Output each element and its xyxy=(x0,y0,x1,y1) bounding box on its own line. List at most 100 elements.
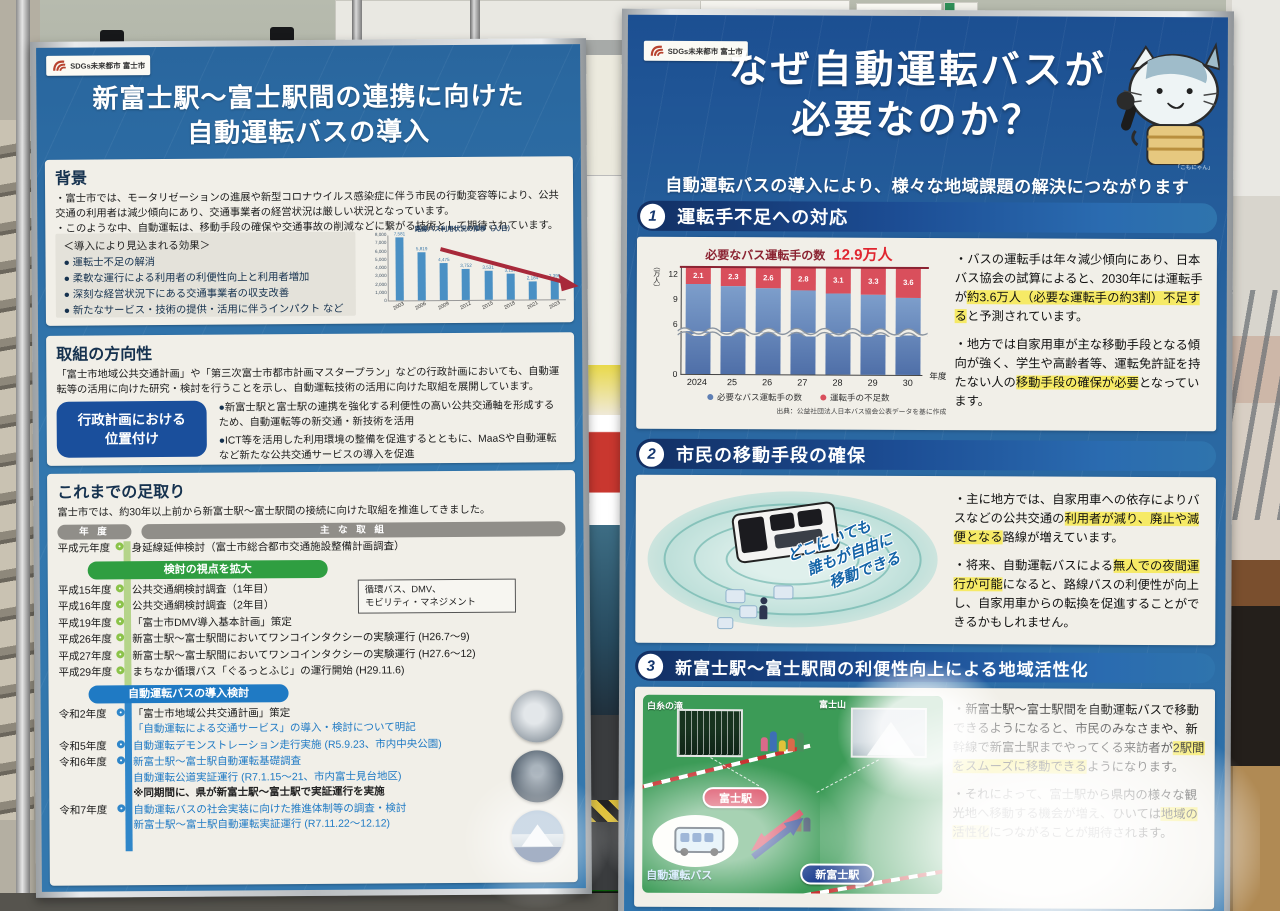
direction-card: 取組の方向性 「富士市地域公共交通計画」や「第三次富士市都市計画マスタープラン」… xyxy=(46,332,575,466)
drivers-segment xyxy=(685,284,711,375)
chart-bars: 7,581 5,819 4,475 3,752 3,531 3,127 2,184 2,396 xyxy=(388,232,565,301)
shiraito-falls-photo xyxy=(676,708,743,758)
timeline-node xyxy=(116,707,125,716)
timeline-node xyxy=(116,616,125,625)
timeline-entry-line: 「富士市DMV導入基本計画」策定 xyxy=(132,615,292,629)
chart-title: 必要なバス運転手の数 12.9万人 xyxy=(651,243,947,265)
bar-column: 3,531 xyxy=(482,265,494,300)
floating-screen-icon xyxy=(739,605,758,619)
shin-fuji-station-label: 新富士駅 xyxy=(815,869,860,882)
bullet: ・バスの運転手は年々減少傾向にあり、日本バス協会の試算によると、2030年には運… xyxy=(954,250,1207,327)
timeline-entry: 「富士市DMV導入基本計画」策定 xyxy=(132,613,566,632)
drivers-segment xyxy=(790,290,816,375)
chart-title-label: 必要なバス運転手の数 xyxy=(705,248,826,263)
stacked-bar-column: 3.3 xyxy=(860,267,886,375)
section1-banner: 1 運転手不足への対応 xyxy=(637,200,1218,234)
x-axis-labels: 2003 2006 2009 2012 2015 2018 2021 2023 xyxy=(388,299,566,312)
direction-heading: 取組の方向性 xyxy=(56,346,153,364)
sdgs-swirl-icon xyxy=(650,45,664,57)
y-axis-unit: （万人） xyxy=(652,262,660,291)
section2-title: 市民の移動手段の確保 xyxy=(676,444,867,466)
left-poster: SDGs未来都市 富士市 新富士駅～富士駅間の連携に向けた 自動運転バスの導入 … xyxy=(30,38,592,898)
column-year: 年 度 xyxy=(57,524,132,540)
note-line2: モビリティ・マネジメント xyxy=(364,596,476,608)
x-axis-tick: 27 xyxy=(797,377,808,388)
timeline-node xyxy=(116,739,125,748)
y-axis-tick: 7,000 xyxy=(374,240,387,246)
y-axis-tick: 8,000 xyxy=(374,231,387,238)
section3-card: 白糸の滝 富士山 富士駅 新富士駅 xyxy=(634,686,1216,910)
timeline-entry-line: まちなか循環バス「ぐるっとふじ」の運行開始 (H29.11.6) xyxy=(132,664,405,679)
x-axis-tick: 2023 xyxy=(548,299,562,311)
timeline-year: 平成19年度 xyxy=(58,616,112,630)
bullet-text: ・将来、自動運転バスによる xyxy=(953,558,1114,573)
timeline-entry-line: ※同期間に、県が新富士駅～富士駅で実証運行を実施 xyxy=(133,785,385,800)
section1-card: 必要なバス運転手の数 12.9万人 （万人） 0 6 9 12 2.1 2.3 2.6 2.8 3.1… xyxy=(636,236,1218,432)
section2-banner: 2 市民の移動手段の確保 xyxy=(635,438,1217,472)
timeline-node xyxy=(116,666,125,675)
bus-icon xyxy=(674,826,725,857)
history-heading: これまでの足取り xyxy=(57,483,186,502)
timeline-node xyxy=(116,633,125,642)
x-axis-tick: 2024 xyxy=(686,376,707,388)
bullet: ・それによって、富士駅から県内の様々な観光地へ移動する機会が増え、ひいては地域の… xyxy=(952,785,1204,843)
section1-number: 1 xyxy=(640,203,666,229)
drivers-segment xyxy=(755,288,781,375)
x-axis-tick: 2003 xyxy=(392,301,406,312)
bullet-highlight: 移動手段の確保が必要 xyxy=(1015,375,1139,390)
cardboard-box xyxy=(1230,766,1280,911)
badge-line1: 行政計画における xyxy=(77,411,186,428)
timeline-year: 平成26年度 xyxy=(58,633,112,646)
legend-item: 運転手の不足数 xyxy=(820,392,890,404)
photo-demo-bus xyxy=(510,690,563,743)
x-axis-tick: 2012 xyxy=(459,300,473,312)
wood-ledge xyxy=(1226,560,1280,606)
bullet: ・地方では自家用車が主な移動手段となる傾向が強く、学生や高齢者等、運転免許証を持… xyxy=(954,335,1206,412)
bullet: ・主に地方では、自家用車への依存によりバスなどの公共交通の利用者が減り、廃止や減… xyxy=(953,490,1206,548)
column-action: 主 な 取 組 xyxy=(141,521,566,540)
section2-number: 2 xyxy=(639,441,665,467)
right-poster-title: なぜ自動運転バスが 必要なのか？ xyxy=(677,45,1157,147)
bar-value: 3,752 xyxy=(460,262,472,268)
bar-column: 3,752 xyxy=(460,263,472,300)
shortage-segment: 3.1 xyxy=(825,267,851,294)
right-poster-print: SDGs未来都市 富士市 なぜ自動運転バスが 必要なのか？ xyxy=(624,14,1228,911)
timeline-entry-line: 新富士駅～富士駅間においてワンコインタクシーの実験運行 (H26.7～9) xyxy=(132,630,470,646)
timeline-year: 平成15年度 xyxy=(57,583,112,597)
legend-label: 必要なバス運転手の数 xyxy=(717,392,803,403)
driver-shortage-chart: 必要なバス運転手の数 12.9万人 （万人） 0 6 9 12 2.1 2.3 2.6 2.8 3.1… xyxy=(650,243,947,426)
drivers-segment xyxy=(860,294,886,375)
right-poster: SDGs未来都市 富士市 なぜ自動運転バスが 必要なのか？ xyxy=(618,8,1234,911)
section3-banner: 3 新富士駅～富士駅間の利便性向上による地域活性化 xyxy=(635,650,1216,684)
section3-bullets: ・新富士駅～富士駅間を自動運転バスで移動できるようになると、市民のみなさまや、新… xyxy=(952,700,1205,852)
note-line1: 循環バス、DMV、 xyxy=(364,584,442,595)
timeline-year: 平成16年度 xyxy=(57,600,112,613)
direction-item: ●ICT等を活用した利用環境の整備を促進するとともに、MaaSや自動運転など新た… xyxy=(218,433,557,462)
photo-mt-fuji xyxy=(511,810,564,863)
timeline-node xyxy=(116,649,125,658)
chart-title-value: 12.9万人 xyxy=(833,246,893,264)
y-axis-tick: 6,000 xyxy=(374,248,387,254)
effects-item: ● 深刻な経営状況下にある交通事業者の収支改善 xyxy=(63,288,290,301)
history-intro: 富士市では、約30年以上前から新富士駅～富士駅間の接続に向けた取組を推進してきま… xyxy=(57,504,491,519)
bar-value: 2,184 xyxy=(526,275,539,281)
badge-line2: 位置付け xyxy=(104,431,159,447)
effects-item: ● 運転士不足の解消 xyxy=(63,257,156,269)
section3-number: 3 xyxy=(638,653,664,679)
drivers-segment xyxy=(720,286,746,375)
fuji-station-marker: 富士駅 xyxy=(702,787,769,809)
timeline-entry-line: 「自動運転による交通サービス」の導入・検討について明記 xyxy=(132,721,416,736)
stacked-bar-column: 2.3 xyxy=(720,266,746,375)
timeline-entry-line: 自動運転デモンストレーション走行実施 (R5.9.23、市内中央公園) xyxy=(132,737,442,752)
timeline-node xyxy=(115,542,124,551)
legend-item: 必要なバス運転手の数 xyxy=(707,391,802,403)
bullet-text: につながることが期待されます。 xyxy=(989,825,1173,841)
bar-column: 4,475 xyxy=(438,257,450,301)
bus-label: 自動運転バス xyxy=(646,869,713,883)
timeline-year: 令和7年度 xyxy=(59,803,108,817)
chart-legend: 必要なバス運転手の数 運転手の不足数 xyxy=(650,391,946,404)
bar xyxy=(462,268,471,300)
stand-pole xyxy=(470,0,480,44)
x-axis-suffix: 年度 xyxy=(929,371,947,382)
stacked-bar-column: 2.8 xyxy=(790,267,816,375)
